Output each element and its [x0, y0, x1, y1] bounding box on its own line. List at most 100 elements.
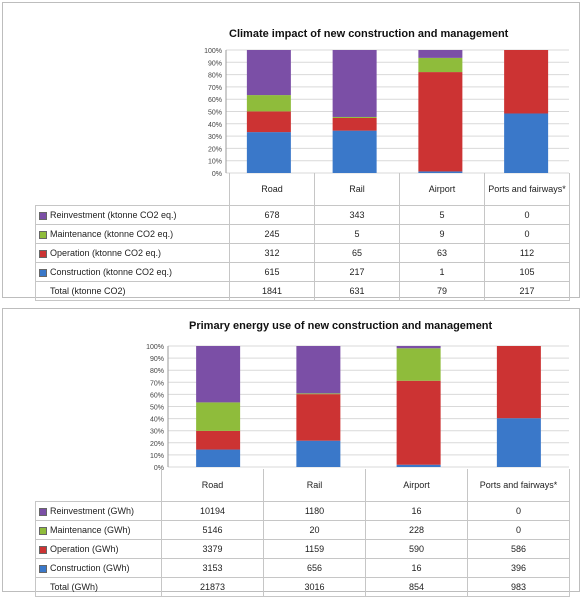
series-legend-label: Maintenance (ktonne CO2 eq.)	[35, 224, 230, 244]
chart-title: Primary energy use of new construction a…	[189, 320, 493, 332]
table-row: Operation (ktonne CO2 eq.) 312 65 63 112	[35, 243, 570, 263]
table-row: Maintenance (GWh) 5146 20 228 0	[35, 520, 570, 540]
series-legend-label: Maintenance (GWh)	[35, 520, 162, 540]
category-label: Rail	[263, 469, 366, 502]
bar-segment-construction	[296, 440, 341, 467]
data-cell: 312	[229, 243, 315, 263]
data-cell: 343	[314, 205, 400, 225]
legend-swatch	[39, 230, 47, 239]
energy-use-panel: Primary energy use of new construction a…	[2, 308, 580, 597]
y-tick-label: 80%	[208, 73, 222, 80]
total-cell: 854	[365, 577, 468, 597]
data-cell: 0	[484, 205, 570, 225]
total-cell: 1841	[229, 281, 315, 301]
bar-segment-maintenance	[296, 393, 341, 395]
bar-segment-construction	[396, 464, 441, 467]
bar-segment-reinvestment	[196, 346, 241, 403]
bar-segment-construction	[504, 113, 549, 173]
bar-segment-operation	[196, 430, 241, 450]
y-tick-label: 100%	[146, 344, 164, 351]
total-row: Total (GWh) 21873 3016 854 983	[35, 577, 570, 597]
total-cell: 3016	[263, 577, 366, 597]
data-cell: 16	[365, 501, 468, 521]
bar-segment-operation	[418, 72, 463, 172]
data-cell: 0	[484, 224, 570, 244]
bar-segment-operation	[296, 394, 341, 441]
table-corner	[36, 469, 162, 502]
bar-segment-reinvestment	[396, 346, 441, 349]
data-cell: 105	[484, 262, 570, 282]
y-tick-label: 90%	[208, 60, 222, 67]
series-legend-label: Construction (GWh)	[35, 558, 162, 578]
category-label: Ports and fairways*	[484, 173, 570, 206]
table-row: Construction (ktonne CO2 eq.) 615 217 1 105	[35, 262, 570, 282]
legend-swatch	[39, 249, 47, 258]
y-tick-label: 50%	[208, 110, 222, 117]
y-tick-label: 90%	[150, 356, 164, 363]
table-header-row: Road Rail Airport Ports and fairways*	[36, 469, 570, 502]
bar-segment-construction	[496, 418, 541, 467]
y-tick-label: 10%	[208, 159, 222, 166]
data-cell: 1180	[263, 501, 366, 521]
bar-segment-construction	[196, 449, 241, 467]
category-label: Airport	[365, 469, 468, 502]
table-row: Construction (GWh) 3153 656 16 396	[35, 558, 570, 578]
y-tick-label: 0%	[154, 465, 164, 472]
data-cell: 9	[399, 224, 485, 244]
data-cell: 3153	[161, 558, 264, 578]
y-tick-label: 60%	[208, 97, 222, 104]
category-label: Ports and fairways*	[467, 469, 570, 502]
data-cell: 5	[314, 224, 400, 244]
bar-segment-construction	[418, 171, 463, 173]
y-tick-label: 70%	[150, 380, 164, 387]
data-cell: 245	[229, 224, 315, 244]
y-tick-label: 20%	[150, 441, 164, 448]
bar-segment-reinvestment	[296, 346, 341, 394]
data-cell: 0	[467, 501, 570, 521]
bar-segment-operation	[246, 111, 291, 133]
y-tick-label: 0%	[212, 171, 222, 178]
chart-title: Climate impact of new construction and m…	[229, 28, 509, 40]
total-cell: 217	[484, 281, 570, 301]
series-legend-label: Operation (GWh)	[35, 539, 162, 559]
bar-segment-maintenance	[196, 402, 241, 431]
data-cell: 5	[399, 205, 485, 225]
data-cell: 590	[365, 539, 468, 559]
y-tick-label: 60%	[150, 392, 164, 399]
data-cell: 10194	[161, 501, 264, 521]
total-cell: 983	[467, 577, 570, 597]
data-cell: 65	[314, 243, 400, 263]
bar-segment-maintenance	[246, 95, 291, 112]
bar-segment-operation	[396, 380, 441, 465]
y-tick-label: 40%	[208, 122, 222, 129]
data-cell: 656	[263, 558, 366, 578]
bar-segment-operation	[496, 346, 541, 419]
y-tick-label: 70%	[208, 85, 222, 92]
data-cell: 1159	[263, 539, 366, 559]
legend-swatch	[39, 526, 47, 535]
data-cell: 16	[365, 558, 468, 578]
data-cell: 396	[467, 558, 570, 578]
y-tick-label: 10%	[150, 453, 164, 460]
bar-segment-maintenance	[418, 57, 463, 73]
y-tick-label: 20%	[208, 146, 222, 153]
y-tick-label: 80%	[150, 368, 164, 375]
data-cell: 586	[467, 539, 570, 559]
table-row: Reinvestment (ktonne CO2 eq.) 678 343 5 0	[35, 205, 570, 225]
bar-segment-maintenance	[396, 348, 441, 381]
y-tick-label: 100%	[204, 48, 222, 55]
category-label: Rail	[314, 173, 400, 206]
series-legend-label: Reinvestment (ktonne CO2 eq.)	[35, 205, 230, 225]
data-cell: 228	[365, 520, 468, 540]
data-cell: 112	[484, 243, 570, 263]
legend-swatch	[39, 507, 47, 516]
category-label: Road	[161, 469, 264, 502]
y-tick-label: 50%	[150, 405, 164, 412]
total-row: Total (ktonne CO2) 1841 631 79 217	[35, 281, 570, 301]
climate-impact-chart: 0% 10% 20% 30% 40% 50% 60% 70% 80% 90% 100%	[204, 48, 569, 178]
legend-swatch	[39, 211, 47, 220]
table-row: Maintenance (ktonne CO2 eq.) 245 5 9 0	[35, 224, 570, 244]
bar-segment-construction	[246, 132, 291, 173]
data-cell: 678	[229, 205, 315, 225]
table-row: Reinvestment (GWh) 10194 1180 16 0	[35, 501, 570, 521]
